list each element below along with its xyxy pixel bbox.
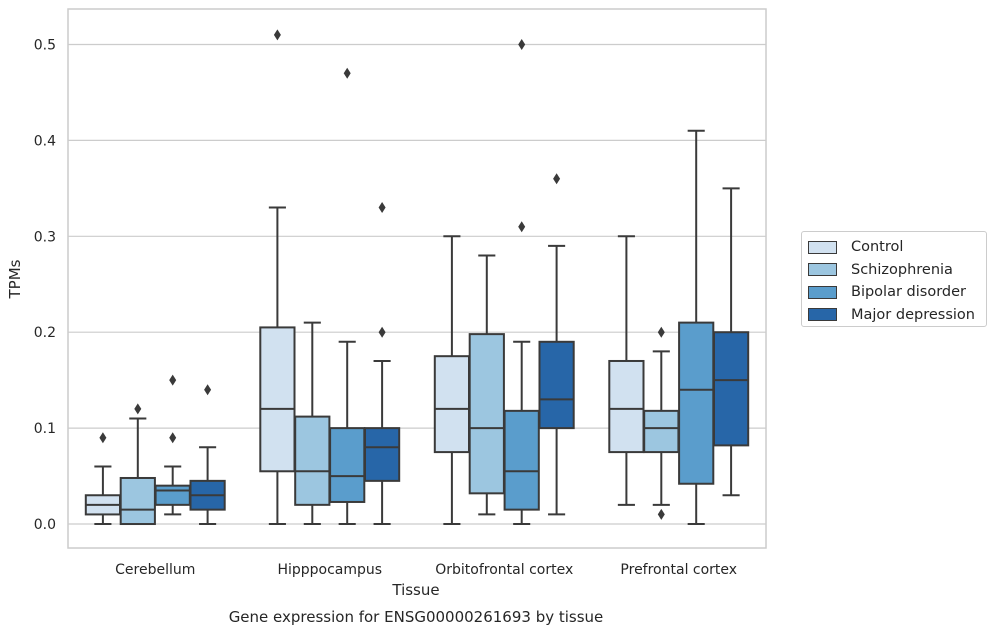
legend-label: Control bbox=[851, 239, 904, 256]
legend-item-control: Control bbox=[808, 236, 986, 259]
outlier-point bbox=[169, 374, 177, 386]
box bbox=[294, 415, 331, 506]
outlier-point bbox=[204, 384, 212, 396]
legend-item-bipolar-disorder: Bipolar disorder bbox=[808, 281, 986, 304]
box-group bbox=[538, 173, 575, 516]
y-tick-label: 0.5 bbox=[34, 37, 56, 53]
legend-swatch bbox=[808, 285, 837, 299]
y-tick-label: 0.2 bbox=[34, 325, 56, 341]
box bbox=[468, 333, 505, 495]
box-group bbox=[329, 67, 366, 526]
x-tick-label: Prefrontal cortex bbox=[620, 562, 737, 578]
box bbox=[154, 484, 191, 506]
figure-caption: Gene expression for ENSG00000261693 by t… bbox=[229, 608, 604, 626]
y-axis-ticks: 0.0 0.1 0.2 0.3 0.4 0.5 bbox=[34, 37, 56, 533]
box-group bbox=[119, 403, 156, 526]
x-axis-ticks: Cerebellum Hipppocampus Orbitofrontal cort… bbox=[115, 562, 737, 578]
outlier-point bbox=[378, 326, 386, 338]
legend-swatch bbox=[808, 308, 837, 322]
outlier-point bbox=[378, 202, 386, 214]
plot-area-frame bbox=[67, 8, 767, 549]
box-group bbox=[503, 38, 540, 526]
box-group bbox=[363, 202, 401, 526]
y-tick-label: 0.0 bbox=[34, 517, 56, 533]
box-group bbox=[433, 235, 471, 526]
box bbox=[678, 321, 715, 485]
legend-label: Major depression bbox=[851, 306, 975, 323]
box-group bbox=[84, 432, 122, 526]
box bbox=[119, 476, 156, 526]
outlier-point bbox=[518, 221, 526, 233]
box bbox=[608, 359, 645, 454]
legend-swatch bbox=[808, 240, 837, 254]
box bbox=[643, 409, 680, 454]
legend-swatch bbox=[808, 263, 837, 277]
box-group bbox=[259, 29, 296, 526]
box-group bbox=[154, 374, 191, 516]
box-group bbox=[294, 321, 331, 526]
outlier-point bbox=[169, 432, 177, 444]
outlier-point bbox=[134, 403, 142, 415]
x-axis-label: Tissue bbox=[391, 581, 439, 599]
y-tick-label: 0.4 bbox=[34, 133, 56, 149]
outlier-point bbox=[553, 173, 561, 185]
outlier-point bbox=[518, 38, 526, 50]
outlier-point bbox=[343, 67, 351, 79]
outlier-point bbox=[657, 508, 665, 520]
box bbox=[363, 427, 401, 482]
y-tick-label: 0.3 bbox=[34, 229, 56, 245]
box-group bbox=[678, 129, 715, 526]
box-series bbox=[84, 29, 750, 526]
outlier-point bbox=[657, 326, 665, 338]
box-group bbox=[189, 384, 226, 526]
box bbox=[712, 331, 750, 447]
box-group bbox=[608, 235, 645, 506]
grid-lines bbox=[68, 43, 766, 525]
legend-label: Bipolar disorder bbox=[851, 284, 966, 301]
box bbox=[259, 326, 296, 473]
legend-label: Schizophrenia bbox=[851, 261, 953, 278]
legend-item-major-depression: Major depression bbox=[808, 304, 986, 327]
box bbox=[329, 427, 366, 503]
outlier-point bbox=[273, 29, 281, 41]
box bbox=[503, 409, 540, 511]
box-group bbox=[643, 326, 680, 520]
x-tick-label: Hipppocampus bbox=[277, 562, 382, 578]
box bbox=[538, 340, 575, 430]
legend: Control Schizophrenia Bipolar disorder M… bbox=[801, 231, 987, 327]
x-tick-label: Cerebellum bbox=[115, 562, 195, 578]
x-tick-label: Orbitofrontal cortex bbox=[435, 562, 573, 578]
y-axis-label: TPMs bbox=[6, 259, 24, 299]
box bbox=[433, 355, 471, 454]
y-tick-label: 0.1 bbox=[34, 421, 56, 437]
box-group bbox=[468, 254, 505, 516]
legend-item-schizophrenia: Schizophrenia bbox=[808, 259, 986, 282]
outlier-point bbox=[99, 432, 107, 444]
box-group bbox=[712, 187, 750, 497]
